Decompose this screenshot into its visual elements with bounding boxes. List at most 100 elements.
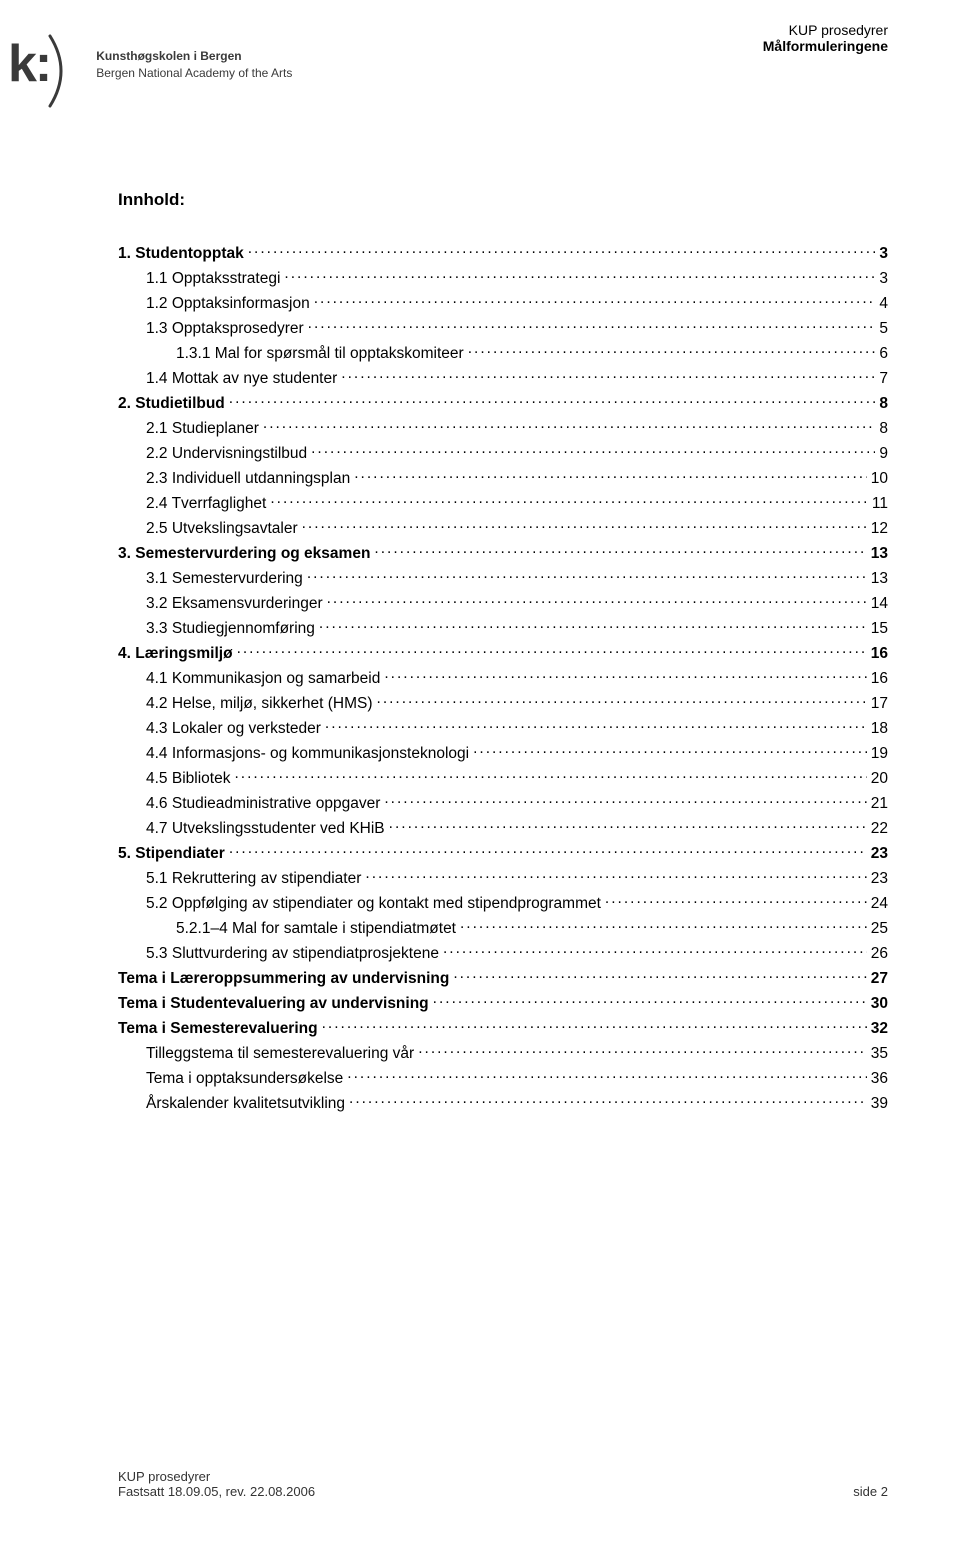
- toc-entry[interactable]: Tema i Læreroppsummering av undervisning…: [118, 967, 888, 988]
- toc-entry[interactable]: 3.3 Studiegjennomføring 15: [146, 617, 888, 638]
- header-right: KUP prosedyrer Målformuleringene: [763, 22, 888, 54]
- toc-entry-label: 5.2.1–4 Mal for samtale i stipendiatmøte…: [176, 920, 456, 938]
- toc-entry-label: 1.3.1 Mal for spørsmål til opptakskomite…: [176, 345, 464, 363]
- toc-entry[interactable]: 3.1 Semestervurdering13: [146, 567, 888, 588]
- toc-entry[interactable]: 1. Studentopptak3: [118, 242, 888, 263]
- toc-entry[interactable]: 2.5 Utvekslingsavtaler12: [146, 517, 888, 538]
- toc-entry[interactable]: 2.4 Tverrfaglighet11: [146, 492, 888, 513]
- toc-entry-page: 12: [871, 520, 888, 538]
- toc-entry-label: 2.4 Tverrfaglighet: [146, 495, 266, 513]
- toc-entry[interactable]: 4.3 Lokaler og verksteder18: [146, 717, 888, 738]
- toc-entry-label: 4.4 Informasjons- og kommunikasjonstekno…: [146, 745, 469, 763]
- toc-entry-label: 5.1 Rekruttering av stipendiater: [146, 870, 361, 888]
- toc-entry[interactable]: 4.7 Utvekslingsstudenter ved KHiB22: [146, 817, 888, 838]
- toc-entry-label: 2.2 Undervisningstilbud: [146, 445, 307, 463]
- toc-entry[interactable]: 4.6 Studieadministrative oppgaver21: [146, 792, 888, 813]
- toc-dot-leader: [433, 992, 867, 1008]
- toc-entry[interactable]: 2.2 Undervisningstilbud9: [146, 442, 888, 463]
- toc-entry[interactable]: 5.3 Sluttvurdering av stipendiatprosjekt…: [146, 942, 888, 963]
- toc-entry[interactable]: Tilleggstema til semesterevaluering vår3…: [146, 1042, 888, 1063]
- toc-entry-page: 13: [871, 570, 888, 588]
- toc-entry-label: 3.2 Eksamensvurderinger: [146, 595, 323, 613]
- logo-text: Kunsthøgskolen i Bergen Bergen National …: [96, 48, 292, 82]
- toc-entry-page: 36: [871, 1070, 888, 1088]
- toc-entry[interactable]: 5.2 Oppfølging av stipendiater og kontak…: [146, 892, 888, 913]
- toc-entry[interactable]: 5.2.1–4 Mal for samtale i stipendiatmøte…: [176, 917, 888, 938]
- toc-entry[interactable]: 1.4 Mottak av nye studenter 7: [146, 367, 888, 388]
- toc-entry[interactable]: 4.5 Bibliotek 20: [146, 767, 888, 788]
- toc-dot-leader: [460, 917, 867, 933]
- toc-dot-leader: [248, 242, 876, 258]
- toc-entry-page: 7: [879, 370, 888, 388]
- toc-entry[interactable]: 2.3 Individuell utdanningsplan10: [146, 467, 888, 488]
- toc-entry[interactable]: 1.3 Opptaksprosedyrer5: [146, 317, 888, 338]
- footer-right: side 2: [853, 1484, 888, 1499]
- toc-entry-label: 4. Læringsmiljø: [118, 645, 233, 663]
- toc-dot-leader: [341, 367, 875, 383]
- toc-entry-label: Tema i opptaksundersøkelse: [146, 1070, 343, 1088]
- toc-dot-leader: [605, 892, 867, 908]
- toc-entry-label: 3.3 Studiegjennomføring: [146, 620, 315, 638]
- toc-entry[interactable]: 4.1 Kommunikasjon og samarbeid16: [146, 667, 888, 688]
- toc-dot-leader: [284, 267, 875, 283]
- toc-entry[interactable]: Tema i Semesterevaluering 32: [118, 1017, 888, 1038]
- toc-dot-leader: [229, 842, 867, 858]
- header-line1: KUP prosedyrer: [763, 22, 888, 38]
- toc-entry[interactable]: Tema i Studentevaluering av undervisning…: [118, 992, 888, 1013]
- toc-entry-page: 8: [879, 420, 888, 438]
- toc-entry-page: 30: [871, 995, 888, 1013]
- toc-entry-page: 32: [871, 1020, 888, 1038]
- toc-entry-label: 4.2 Helse, miljø, sikkerhet (HMS): [146, 695, 373, 713]
- toc-entry-page: 14: [871, 595, 888, 613]
- toc-entry-page: 35: [871, 1045, 888, 1063]
- toc-dot-leader: [365, 867, 866, 883]
- toc-entry-page: 25: [871, 920, 888, 938]
- header-line2: Målformuleringene: [763, 38, 888, 54]
- toc-entry-page: 16: [871, 645, 888, 663]
- toc-dot-leader: [308, 317, 876, 333]
- toc-entry-label: 2.1 Studieplaner: [146, 420, 259, 438]
- toc-entry-label: 1.4 Mottak av nye studenter: [146, 370, 337, 388]
- toc-entry[interactable]: 1.1 Opptaksstrategi 3: [146, 267, 888, 288]
- toc-title: Innhold:: [118, 190, 888, 210]
- toc-entry[interactable]: 1.3.1 Mal for spørsmål til opptakskomite…: [176, 342, 888, 363]
- toc-entry[interactable]: 2.1 Studieplaner 8: [146, 417, 888, 438]
- toc-dot-leader: [325, 717, 867, 733]
- toc-entry-label: 4.7 Utvekslingsstudenter ved KHiB: [146, 820, 385, 838]
- toc-dot-leader: [307, 567, 867, 583]
- toc-entry-page: 15: [871, 620, 888, 638]
- toc-entry-page: 3: [879, 270, 888, 288]
- toc-entry[interactable]: 2. Studietilbud8: [118, 392, 888, 413]
- toc-entry-page: 26: [871, 945, 888, 963]
- toc-entry[interactable]: 5.1 Rekruttering av stipendiater23: [146, 867, 888, 888]
- toc-entry-label: 1. Studentopptak: [118, 245, 244, 263]
- toc-entry[interactable]: 3. Semestervurdering og eksamen13: [118, 542, 888, 563]
- toc-entry-label: 2. Studietilbud: [118, 395, 225, 413]
- toc-entry[interactable]: Tema i opptaksundersøkelse 36: [146, 1067, 888, 1088]
- toc-dot-leader: [453, 967, 866, 983]
- toc-dot-leader: [389, 817, 867, 833]
- toc-entry[interactable]: 4.4 Informasjons- og kommunikasjonstekno…: [146, 742, 888, 763]
- toc-dot-leader: [473, 742, 867, 758]
- toc-entry[interactable]: 4. Læringsmiljø 16: [118, 642, 888, 663]
- toc-entry-page: 13: [871, 545, 888, 563]
- toc-entry-label: 4.1 Kommunikasjon og samarbeid: [146, 670, 380, 688]
- toc-entry-label: 1.1 Opptaksstrategi: [146, 270, 280, 288]
- toc-entry[interactable]: 1.2 Opptaksinformasjon4: [146, 292, 888, 313]
- toc-entry-label: Tema i Semesterevaluering: [118, 1020, 318, 1038]
- toc-dot-leader: [443, 942, 867, 958]
- toc-entry[interactable]: 3.2 Eksamensvurderinger 14: [146, 592, 888, 613]
- toc-entry-page: 18: [871, 720, 888, 738]
- content: Innhold: 1. Studentopptak31.1 Opptaksstr…: [118, 190, 888, 1117]
- toc-entry[interactable]: 5. Stipendiater23: [118, 842, 888, 863]
- toc-dot-leader: [384, 792, 866, 808]
- toc-entry[interactable]: Årskalender kvalitetsutvikling39: [146, 1092, 888, 1113]
- toc-entry-label: 2.3 Individuell utdanningsplan: [146, 470, 350, 488]
- toc-entry[interactable]: 4.2 Helse, miljø, sikkerhet (HMS)17: [146, 692, 888, 713]
- toc-entry-page: 20: [871, 770, 888, 788]
- toc-entry-label: 5.2 Oppfølging av stipendiater og kontak…: [146, 895, 601, 913]
- toc-entry-label: 5. Stipendiater: [118, 845, 225, 863]
- toc-entry-label: 4.5 Bibliotek: [146, 770, 230, 788]
- footer-left-line2: Fastsatt 18.09.05, rev. 22.08.2006: [118, 1484, 315, 1499]
- logo-name-bold: Kunsthøgskolen i Bergen: [96, 48, 292, 65]
